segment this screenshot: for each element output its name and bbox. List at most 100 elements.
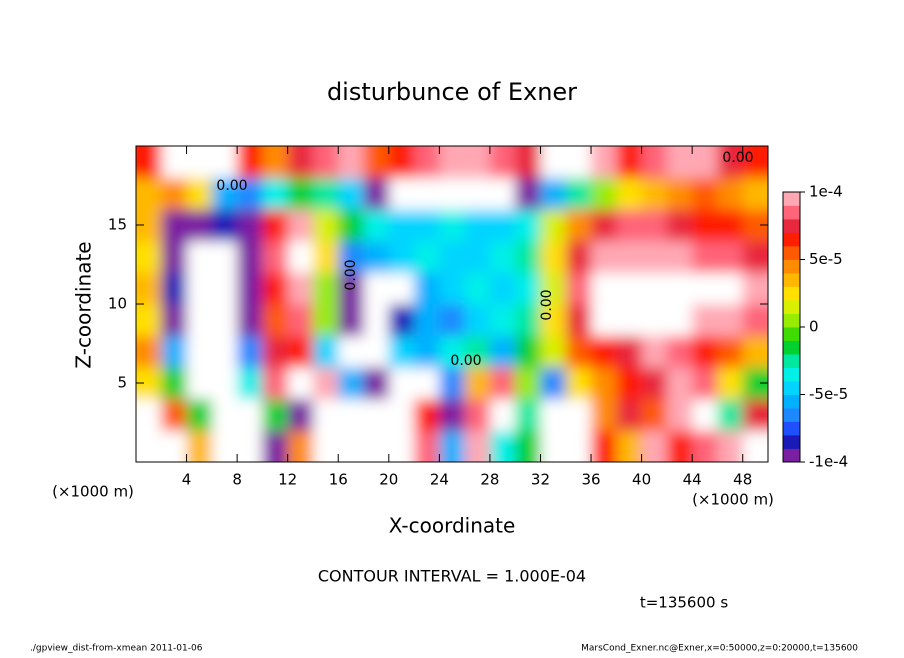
heat-cell (161, 367, 188, 400)
heat-cell (414, 146, 440, 179)
colorbar-swatch (783, 394, 800, 409)
heat-cell (414, 304, 440, 337)
contour-label: 0.00 (343, 259, 359, 290)
chart-title: disturbunce of Exner (327, 78, 577, 106)
heat-cell (237, 146, 263, 179)
heat-cell (262, 240, 289, 273)
heat-cell (565, 177, 592, 210)
heat-cell (161, 430, 188, 462)
heat-cell (616, 304, 643, 337)
heat-cell (591, 177, 617, 210)
heat-cell (186, 335, 213, 368)
heat-cell (540, 209, 567, 242)
heat-cell (388, 367, 415, 400)
heat-cell (641, 335, 668, 368)
heat-cell (287, 398, 314, 431)
contour-label: 0.00 (216, 178, 247, 194)
heat-cell (742, 398, 768, 431)
x-tick-label: 12 (278, 471, 297, 489)
heat-cell (262, 367, 289, 400)
heat-cell (565, 367, 592, 400)
heat-cell (565, 240, 592, 273)
heat-cell (515, 335, 541, 368)
heat-cell (338, 209, 365, 242)
heat-cell (186, 304, 213, 337)
heat-cell (363, 272, 390, 305)
heat-cell (591, 272, 617, 305)
heat-cell (136, 272, 162, 305)
heat-cell (136, 335, 162, 368)
heat-cell (338, 304, 365, 337)
heat-cell (186, 240, 213, 273)
heat-cell (616, 430, 643, 462)
heat-cell (616, 367, 643, 400)
heat-cell (439, 146, 466, 179)
heat-cell (641, 304, 668, 337)
heat-cell (742, 335, 768, 368)
heat-cell (161, 304, 188, 337)
colorbar-tick-label: 5e-5 (809, 250, 843, 268)
heat-cell (161, 177, 188, 210)
heat-cell (237, 304, 263, 337)
heat-cell (211, 209, 238, 242)
heat-cell (414, 272, 440, 305)
footer-right: MarsCond_Exner.nc@Exner,x=0:50000,z=0:20… (581, 644, 858, 654)
heat-cell (489, 398, 516, 431)
heat-cell (666, 209, 693, 242)
heat-cell (515, 146, 541, 179)
heat-cell (388, 272, 415, 305)
colorbar-swatch (783, 259, 800, 274)
heat-cell (363, 430, 390, 462)
heat-cell (237, 398, 263, 431)
heat-cell (363, 240, 390, 273)
heat-cell (388, 304, 415, 337)
heat-cell (186, 146, 213, 179)
heat-cell (489, 209, 516, 242)
heat-cell (540, 430, 567, 462)
heat-cell (262, 430, 289, 462)
heat-cell (338, 398, 365, 431)
heat-cell (591, 304, 617, 337)
heat-cell (312, 430, 339, 462)
heat-cell (363, 209, 390, 242)
heat-cell (338, 367, 365, 400)
heat-cell (616, 272, 643, 305)
heat-cell (338, 240, 365, 273)
heat-cell (186, 398, 213, 431)
contour-label: 0.00 (722, 150, 753, 166)
colorbar-swatch (783, 435, 800, 449)
heat-cell (464, 430, 491, 462)
heat-cell (464, 209, 491, 242)
heat-cell (312, 146, 339, 179)
heat-cell (641, 430, 668, 462)
heat-cell (312, 177, 339, 210)
heat-cell (692, 209, 718, 242)
heat-cell (692, 177, 718, 210)
heat-cell (237, 177, 263, 210)
heat-cell (211, 335, 238, 368)
heat-cell (414, 335, 440, 368)
heat-cell (287, 430, 314, 462)
heat-cell (540, 177, 567, 210)
heat-cell (287, 335, 314, 368)
heat-cell (262, 146, 289, 179)
heat-cell (616, 398, 643, 431)
heat-cell (136, 146, 162, 179)
heat-cell (489, 430, 516, 462)
heat-cell (717, 367, 744, 400)
contour-interval: CONTOUR INTERVAL = 1.000E-04 (318, 567, 586, 586)
heat-cell (616, 209, 643, 242)
heat-cell (591, 398, 617, 431)
heat-cell (262, 335, 289, 368)
time-label: t=135600 s (640, 594, 728, 612)
heat-cell (363, 304, 390, 337)
heat-cell (287, 177, 314, 210)
heat-cell (641, 240, 668, 273)
heat-cell (262, 304, 289, 337)
colorbar-swatch (783, 219, 800, 233)
heat-cell (186, 272, 213, 305)
heat-cell (388, 177, 415, 210)
colorbar-swatch (783, 408, 800, 422)
heat-cell (439, 177, 466, 210)
